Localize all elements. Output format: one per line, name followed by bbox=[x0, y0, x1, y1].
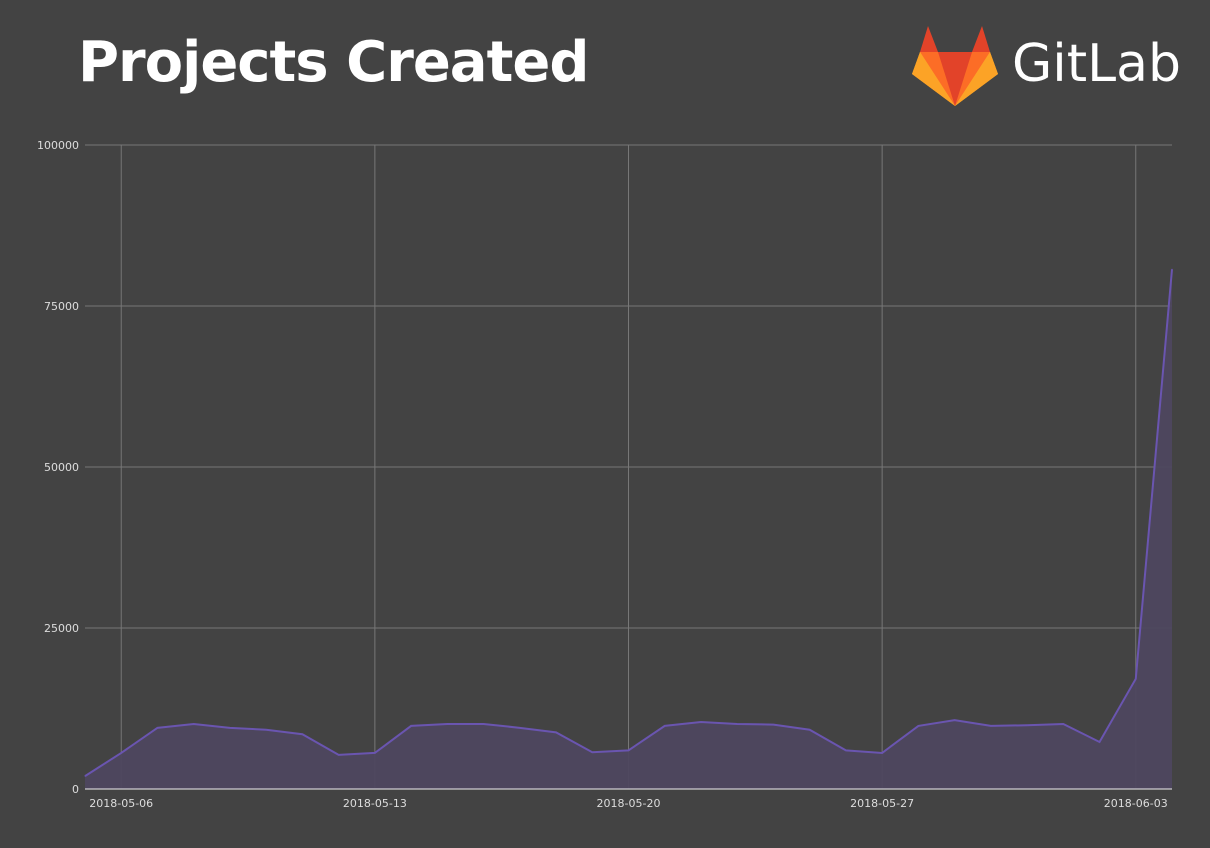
data-point bbox=[410, 725, 412, 727]
y-tick-label: 0 bbox=[72, 783, 79, 796]
data-point bbox=[700, 721, 702, 723]
data-point bbox=[265, 729, 267, 731]
data-point bbox=[954, 719, 956, 721]
data-point bbox=[193, 723, 195, 725]
data-point bbox=[990, 725, 992, 727]
data-point bbox=[519, 727, 521, 729]
data-point bbox=[736, 723, 738, 725]
data-point bbox=[156, 727, 158, 729]
data-point bbox=[338, 754, 340, 756]
x-tick-label: 2018-06-03 bbox=[1104, 797, 1168, 810]
area-fill bbox=[85, 269, 1172, 789]
data-point bbox=[664, 725, 666, 727]
data-point bbox=[591, 751, 593, 753]
y-tick-label: 50000 bbox=[44, 461, 79, 474]
data-point bbox=[84, 775, 86, 777]
gitlab-logo: GitLab bbox=[910, 24, 1181, 108]
data-point bbox=[555, 731, 557, 733]
data-point bbox=[845, 749, 847, 751]
chart-title: Projects Created bbox=[78, 30, 589, 95]
data-point bbox=[1062, 723, 1064, 725]
data-point bbox=[229, 727, 231, 729]
data-point bbox=[917, 725, 919, 727]
data-point bbox=[374, 752, 376, 754]
y-tick-label: 25000 bbox=[44, 622, 79, 635]
x-tick-label: 2018-05-06 bbox=[89, 797, 153, 810]
data-point bbox=[881, 752, 883, 754]
data-point bbox=[1099, 741, 1101, 743]
y-tick-label: 100000 bbox=[37, 139, 79, 152]
y-tick-label: 75000 bbox=[44, 300, 79, 313]
logo-text: GitLab bbox=[1012, 34, 1181, 94]
data-point bbox=[628, 749, 629, 751]
x-tick-label: 2018-05-13 bbox=[343, 797, 407, 810]
x-tick-label: 2018-05-20 bbox=[597, 797, 661, 810]
data-point bbox=[301, 733, 303, 735]
data-point bbox=[809, 729, 811, 731]
data-point bbox=[1135, 678, 1137, 680]
data-point bbox=[120, 752, 122, 754]
data-point bbox=[446, 723, 448, 725]
data-point bbox=[1026, 724, 1028, 726]
data-point bbox=[483, 723, 485, 725]
data-point bbox=[772, 724, 774, 726]
data-point bbox=[1171, 268, 1173, 270]
gitlab-fox-icon bbox=[912, 26, 998, 106]
x-tick-label: 2018-05-27 bbox=[850, 797, 914, 810]
